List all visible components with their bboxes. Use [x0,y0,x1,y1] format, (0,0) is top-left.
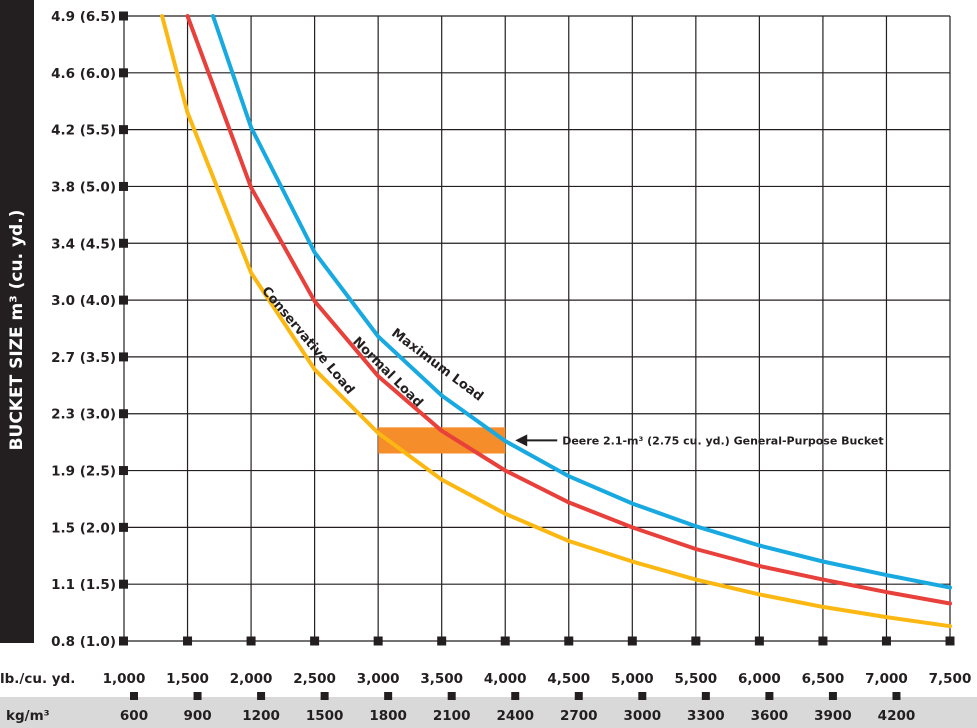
x-tick-label-kg: 1800 [369,708,407,724]
x-tick-marker [691,636,701,646]
y-tick-label: 3.4 (4.5) [51,236,116,252]
y-tick-marker [119,181,128,191]
x-tick-label-kg: 2400 [496,708,534,724]
x-tick-label-lb: 4,000 [484,671,527,687]
curve-group [160,14,952,629]
y-tick-label: 1.9 (2.5) [51,464,116,480]
series-line-maximum-load [211,14,952,590]
x-tick-label-lb: 5,500 [674,671,717,687]
axis-marker-group [119,11,955,700]
kg-tick-marker [447,692,456,700]
x-tick-label-lb: 6,000 [738,671,781,687]
kg-tick-marker [130,692,138,700]
kg-axis-band [0,697,977,728]
x-tick-marker [564,636,574,646]
x-tick-label-kg: 900 [183,708,211,724]
y-tick-marker [119,125,128,135]
y-tick-marker [119,522,128,532]
y-tick-marker [119,68,128,78]
kg-tick-marker [574,692,583,700]
x-tick-label-lb: 7,000 [865,671,908,687]
kg-tick-marker [701,692,710,700]
y-axis-label-bar: BUCKET SIZE m³ (cu. yd.) [0,0,34,643]
x-tick-marker [310,636,320,646]
y-tick-marker [119,11,128,21]
x-tick-label-kg: 3300 [687,708,725,724]
kg-tick-marker [892,692,901,700]
x-tick-label-kg: 3000 [624,708,662,724]
kg-tick-marker [511,692,520,700]
x-tick-label-kg: 2100 [433,708,471,724]
y-tick-label: 4.6 (6.0) [51,66,116,82]
y-tick-marker [119,295,128,305]
y-tick-marker [119,238,128,248]
x-tick-marker [500,636,510,646]
y-tick-label: 4.9 (6.5) [51,9,116,25]
y-tick-label: 3.0 (4.0) [51,293,116,309]
x-tick-label-lb: 1,000 [103,671,146,687]
x-tick-marker [627,636,637,646]
y-tick-label: 1.5 (2.0) [51,520,116,536]
y-tick-marker [119,636,128,646]
x-tick-marker [437,636,447,646]
x-tick-label-lb: 4,500 [547,671,590,687]
grid-lines [123,15,951,642]
x-tick-label-lb: 1,500 [166,671,209,687]
series-label-conservative-load: Conservative Load [258,284,357,398]
x-tick-label-kg: 3600 [751,708,789,724]
kg-tick-marker [765,692,774,700]
x-tick-label-lb: 3,000 [357,671,400,687]
annotation-label: Deere 2.1-m³ (2.75 cu. yd.) General-Purp… [562,434,883,447]
series-line-normal-load [185,14,952,606]
x-tick-label-lb: 2,500 [293,671,336,687]
kg-tick-marker [257,692,266,700]
x-tick-marker [754,636,764,646]
x-tick-label-kg: 1200 [242,708,280,724]
x-tick-label-lb: 2,000 [230,671,273,687]
x-tick-label-lb: 7,500 [929,671,972,687]
y-tick-label: 3.8 (5.0) [51,179,116,195]
x-tick-label-lb: 5,000 [611,671,654,687]
x-tick-marker [945,636,955,646]
kg-tick-marker [638,692,647,700]
x-tick-marker [373,636,383,646]
x-axis-label-lb: lb./cu. yd. [0,671,75,687]
annotation-arrow-head [515,434,528,447]
kg-tick-marker [320,692,329,700]
y-tick-marker [119,579,128,589]
x-tick-label-lb: 6,500 [802,671,845,687]
y-tick-label: 0.8 (1.0) [51,634,116,650]
x-tick-label-kg: 3900 [814,708,852,724]
x-tick-label-kg: 1500 [306,708,344,724]
kg-tick-marker [193,692,202,700]
x-tick-label-lb: 3,500 [420,671,463,687]
series-line-conservative-load [160,14,952,629]
x-tick-label-kg: 2700 [560,708,598,724]
y-tick-label: 2.3 (3.0) [51,407,116,423]
y-tick-label: 4.2 (5.5) [51,123,116,139]
x-tick-label-kg: 600 [120,708,148,724]
kg-tick-marker [828,692,837,700]
x-tick-marker [818,636,828,646]
x-tick-marker [246,636,256,646]
y-tick-marker [119,352,128,362]
y-tick-marker [119,466,128,476]
x-tick-label-kg: 4200 [878,708,916,724]
x-tick-marker [183,636,193,646]
x-axis-label-kg: kg/m³ [6,708,50,724]
kg-tick-marker [384,692,393,700]
y-tick-label: 2.7 (3.5) [51,350,116,366]
y-tick-marker [119,409,128,419]
x-tick-marker [881,636,891,646]
y-tick-label: 1.1 (1.5) [51,577,116,593]
